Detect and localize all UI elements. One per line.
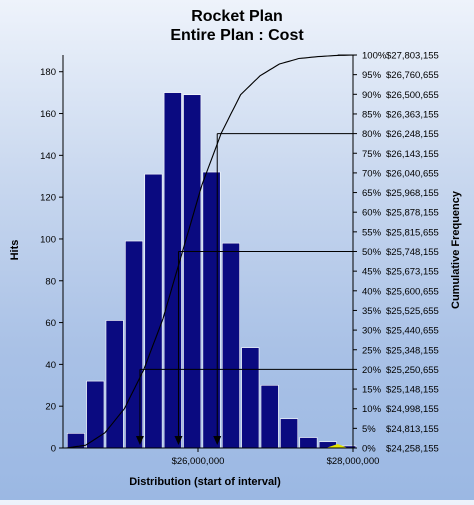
percentile-value-label: $25,348,155 [386, 345, 439, 356]
percentile-value-label: $25,600,655 [386, 286, 439, 297]
percentile-tick-label: 25% [362, 345, 382, 356]
percentile-value-label: $26,040,655 [386, 168, 439, 179]
percentile-tick-label: 45% [362, 267, 382, 278]
percentile-tick-label: 5% [362, 424, 376, 435]
chart-subtitle: Entire Plan : Cost [170, 27, 304, 44]
percentile-value-label: $26,363,155 [386, 109, 439, 120]
y-tick-label: 120 [40, 193, 56, 204]
percentile-value-label: $26,760,655 [386, 70, 439, 81]
percentile-tick-label: 75% [362, 149, 382, 160]
percentile-value-label: $24,998,155 [386, 404, 439, 415]
percentile-value-label: $26,143,155 [386, 149, 439, 160]
y-tick-label: 0 [51, 444, 56, 455]
percentile-value-label: $25,878,155 [386, 208, 439, 219]
percentile-value-label: $26,500,655 [386, 90, 439, 101]
percentile-tick-label: 70% [362, 168, 382, 179]
percentile-value-label: $25,815,655 [386, 227, 439, 238]
percentile-value-label: $24,258,155 [386, 444, 439, 455]
histogram-bar [299, 437, 318, 449]
percentile-value-label: $24,813,155 [386, 424, 439, 435]
percentile-marker-arrow [213, 436, 222, 445]
percentile-value-label: $25,968,155 [386, 188, 439, 199]
percentile-tick-label: 10% [362, 404, 382, 415]
y-tick-label: 160 [40, 109, 56, 120]
chart-title: Rocket Plan [191, 8, 283, 25]
percentile-tick-label: 80% [362, 129, 382, 140]
percentile-value-label: $27,803,155 [386, 51, 439, 62]
percentile-tick-label: 65% [362, 188, 382, 199]
percentile-value-label: $25,250,655 [386, 365, 439, 376]
cumulative-curve [66, 54, 357, 449]
y-tick-label: 40 [45, 360, 56, 371]
x-axis-label: Distribution (start of interval) [129, 476, 281, 488]
y-tick-label: 180 [40, 67, 56, 78]
percentile-tick-label: 0% [362, 444, 376, 455]
percentile-tick-label: 60% [362, 208, 382, 219]
percentile-tick-label: 55% [362, 227, 382, 238]
percentile-tick-label: 100% [362, 51, 387, 62]
percentile-tick-label: 20% [362, 365, 382, 376]
percentile-marker-arrow [174, 436, 183, 445]
percentile-tick-label: 85% [362, 109, 382, 120]
y-tick-label: 140 [40, 151, 56, 162]
percentile-tick-label: 35% [362, 306, 382, 317]
y-axis-label: Hits [9, 240, 21, 261]
histogram-bar [183, 94, 202, 449]
percentile-tick-label: 30% [362, 326, 382, 337]
y-tick-label: 60 [45, 318, 56, 329]
histogram-bar [221, 242, 240, 449]
percentile-value-label: $25,148,155 [386, 385, 439, 396]
histogram-bar [241, 347, 260, 449]
histogram-bar [260, 384, 279, 449]
percentile-tick-label: 90% [362, 90, 382, 101]
percentile-value-label: $25,525,655 [386, 306, 439, 317]
percentile-value-label: $26,248,155 [386, 129, 439, 140]
y-tick-label: 80 [45, 276, 56, 287]
histogram-bar [280, 418, 299, 449]
percentile-tick-label: 50% [362, 247, 382, 258]
percentile-tick-label: 15% [362, 385, 382, 396]
max-value-highlight [325, 444, 348, 448]
y2-axis-label: Cumulative Frequency [450, 190, 462, 309]
y-tick-label: 20 [45, 402, 56, 413]
percentile-tick-label: 95% [362, 70, 382, 81]
y-tick-label: 100 [40, 234, 56, 245]
percentile-value-label: $25,440,655 [386, 326, 439, 337]
x-tick-label: $28,000,000 [327, 456, 380, 467]
histogram-bar [86, 380, 105, 449]
histogram-bar [144, 173, 163, 449]
percentile-tick-label: 40% [362, 286, 382, 297]
percentile-marker-arrow [135, 436, 144, 445]
percentile-value-label: $25,673,155 [386, 267, 439, 278]
percentile-value-label: $25,748,155 [386, 247, 439, 258]
x-tick-label: $26,000,000 [172, 456, 225, 467]
